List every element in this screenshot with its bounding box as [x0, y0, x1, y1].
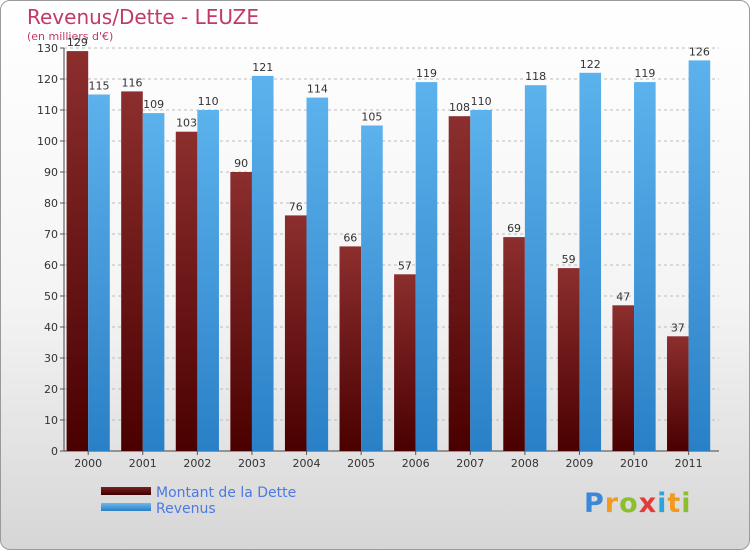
- bar-revenus: [361, 125, 383, 451]
- data-label: 110: [198, 95, 219, 108]
- logo-letter: r: [604, 488, 620, 519]
- y-tick-label: 50: [44, 290, 58, 303]
- legend-swatch-revenus: [101, 503, 151, 511]
- logo-letter: P: [584, 488, 605, 519]
- bar-dette: [230, 172, 252, 451]
- data-label: 105: [361, 111, 382, 124]
- x-tick-label: 2010: [620, 457, 648, 470]
- data-label: 109: [143, 98, 164, 111]
- data-label: 129: [67, 36, 88, 49]
- y-tick-label: 120: [37, 73, 58, 86]
- bar-revenus: [688, 60, 711, 452]
- bar-revenus: [251, 75, 274, 452]
- y-tick-label: 30: [44, 352, 58, 365]
- chart-title: Revenus/Dette - LEUZE: [27, 5, 259, 29]
- x-tick-label: 2000: [74, 457, 102, 470]
- data-label: 108: [449, 101, 470, 114]
- data-label: 110: [471, 95, 492, 108]
- y-tick-label: 90: [44, 166, 58, 179]
- y-tick-label: 110: [37, 104, 58, 117]
- logo-letter: i: [657, 488, 668, 519]
- logo-letter: t: [667, 488, 682, 519]
- bar-revenus: [306, 97, 329, 451]
- data-label: 69: [507, 222, 521, 235]
- bar-revenus: [634, 82, 656, 451]
- bar-dette: [175, 131, 198, 451]
- x-tick-label: 2005: [347, 457, 375, 470]
- bar-dette: [284, 215, 307, 451]
- x-tick-label: 2003: [238, 457, 266, 470]
- bar-revenus: [142, 113, 165, 451]
- x-tick-label: 2008: [511, 457, 539, 470]
- bar-dette: [66, 51, 89, 451]
- data-label: 47: [616, 290, 630, 303]
- bar-dette: [667, 336, 689, 451]
- data-label: 76: [289, 200, 303, 213]
- data-label: 57: [398, 259, 412, 272]
- data-label: 115: [89, 80, 110, 93]
- x-tick-label: 2007: [456, 457, 484, 470]
- logo-letter: i: [681, 488, 692, 519]
- data-label: 59: [562, 253, 576, 266]
- data-label: 121: [252, 61, 273, 74]
- data-label: 119: [416, 67, 437, 80]
- x-tick-label: 2009: [565, 457, 593, 470]
- y-tick-label: 0: [51, 445, 58, 458]
- bar-revenus: [197, 110, 219, 451]
- data-label: 66: [343, 231, 357, 244]
- proxiti-logo: Proxiti: [584, 488, 692, 519]
- bar-dette: [339, 246, 362, 451]
- data-label: 122: [580, 58, 601, 71]
- bar-revenus: [415, 82, 438, 451]
- x-tick-label: 2004: [293, 457, 321, 470]
- bar-revenus: [470, 110, 492, 451]
- bar-dette: [394, 274, 416, 451]
- bar-dette: [503, 237, 525, 451]
- y-tick-label: 20: [44, 383, 58, 396]
- bar-dette: [448, 116, 471, 451]
- y-tick-label: 10: [44, 414, 58, 427]
- data-label: 116: [121, 76, 142, 89]
- x-tick-label: 2001: [129, 457, 157, 470]
- bar-dette: [612, 305, 635, 451]
- logo-letter: o: [619, 488, 639, 519]
- bar-revenus: [524, 85, 547, 451]
- legend-label-dette: Montant de la Dette: [156, 485, 297, 501]
- y-tick-label: 80: [44, 197, 58, 210]
- data-label: 126: [689, 45, 710, 58]
- y-tick-label: 60: [44, 259, 58, 272]
- y-tick-label: 130: [37, 42, 58, 55]
- data-label: 118: [525, 70, 546, 83]
- data-label: 103: [176, 117, 197, 130]
- legend-swatch-dette: [101, 487, 151, 495]
- data-label: 119: [634, 67, 655, 80]
- data-label: 90: [234, 157, 248, 170]
- data-label: 114: [307, 83, 328, 96]
- y-tick-label: 40: [44, 321, 58, 334]
- x-tick-label: 2011: [675, 457, 703, 470]
- x-tick-label: 2002: [183, 457, 211, 470]
- logo-letter: x: [638, 488, 658, 519]
- x-tick-label: 2006: [402, 457, 430, 470]
- y-tick-label: 70: [44, 228, 58, 241]
- bar-revenus: [579, 72, 602, 452]
- y-tick-label: 100: [37, 135, 58, 148]
- chart-subtitle: (en milliers d'€): [27, 30, 114, 43]
- bar-dette: [121, 91, 143, 452]
- legend-label-revenus: Revenus: [156, 501, 216, 517]
- bar-revenus: [88, 94, 110, 451]
- bar-dette: [557, 268, 580, 451]
- data-label: 37: [671, 321, 685, 334]
